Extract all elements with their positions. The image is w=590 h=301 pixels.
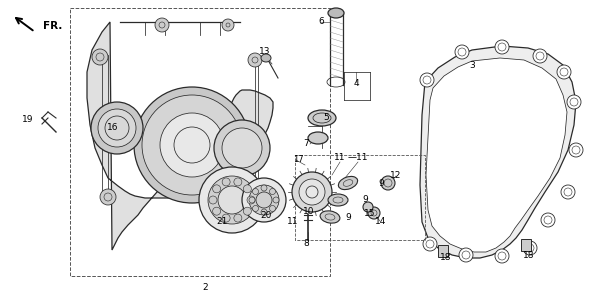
Ellipse shape xyxy=(209,196,217,204)
Text: 19: 19 xyxy=(22,116,34,125)
Bar xyxy=(438,245,448,257)
Text: 11: 11 xyxy=(335,154,346,163)
Ellipse shape xyxy=(420,73,434,87)
Ellipse shape xyxy=(199,167,265,233)
Ellipse shape xyxy=(339,176,358,190)
Text: 8: 8 xyxy=(303,238,309,247)
Ellipse shape xyxy=(273,197,279,203)
Ellipse shape xyxy=(214,120,270,176)
Bar xyxy=(521,239,531,251)
Ellipse shape xyxy=(134,87,250,203)
Ellipse shape xyxy=(249,185,279,215)
Text: 16: 16 xyxy=(107,123,119,132)
Ellipse shape xyxy=(160,113,224,177)
Text: 15: 15 xyxy=(364,209,376,218)
Text: 18: 18 xyxy=(523,250,535,259)
Text: 4: 4 xyxy=(353,79,359,88)
Ellipse shape xyxy=(253,188,258,194)
Ellipse shape xyxy=(249,197,255,203)
Ellipse shape xyxy=(381,176,395,190)
Text: 10: 10 xyxy=(303,207,314,216)
Ellipse shape xyxy=(541,213,555,227)
Ellipse shape xyxy=(261,209,267,215)
Ellipse shape xyxy=(308,132,328,144)
Ellipse shape xyxy=(243,207,251,215)
Ellipse shape xyxy=(459,248,473,262)
Ellipse shape xyxy=(328,194,348,206)
Ellipse shape xyxy=(222,214,230,222)
Text: 9: 9 xyxy=(362,196,368,204)
Ellipse shape xyxy=(557,65,571,79)
Text: 9: 9 xyxy=(345,213,351,222)
Text: 20: 20 xyxy=(260,210,271,219)
Ellipse shape xyxy=(142,95,242,195)
Text: 5: 5 xyxy=(323,113,329,123)
Ellipse shape xyxy=(98,109,136,147)
Text: 18: 18 xyxy=(440,253,452,262)
Ellipse shape xyxy=(328,8,344,18)
Ellipse shape xyxy=(212,185,221,193)
Ellipse shape xyxy=(261,54,271,62)
Ellipse shape xyxy=(234,178,242,186)
Ellipse shape xyxy=(270,188,276,194)
Ellipse shape xyxy=(243,185,251,193)
Text: 13: 13 xyxy=(259,48,271,57)
Ellipse shape xyxy=(308,110,336,126)
Ellipse shape xyxy=(92,49,108,65)
Ellipse shape xyxy=(320,211,340,223)
Ellipse shape xyxy=(242,178,286,222)
Text: 9: 9 xyxy=(378,178,384,188)
Text: 6: 6 xyxy=(318,17,324,26)
Text: —11: —11 xyxy=(348,154,368,163)
Ellipse shape xyxy=(363,202,373,212)
Text: FR.: FR. xyxy=(43,21,63,31)
Ellipse shape xyxy=(368,207,380,219)
Ellipse shape xyxy=(533,49,547,63)
Text: 17: 17 xyxy=(293,156,303,165)
Ellipse shape xyxy=(248,188,262,202)
Ellipse shape xyxy=(212,207,221,215)
Polygon shape xyxy=(420,46,576,258)
Ellipse shape xyxy=(495,40,509,54)
Ellipse shape xyxy=(423,237,437,251)
Ellipse shape xyxy=(495,249,509,263)
Text: 21: 21 xyxy=(217,218,228,226)
Ellipse shape xyxy=(100,189,116,205)
Ellipse shape xyxy=(222,128,262,168)
Ellipse shape xyxy=(253,206,258,212)
Ellipse shape xyxy=(292,172,332,212)
Ellipse shape xyxy=(218,186,246,214)
Ellipse shape xyxy=(306,186,318,198)
Ellipse shape xyxy=(91,102,143,154)
Ellipse shape xyxy=(567,95,581,109)
Polygon shape xyxy=(87,22,273,250)
Ellipse shape xyxy=(222,178,230,186)
Bar xyxy=(70,8,330,276)
Text: 12: 12 xyxy=(391,172,402,181)
Polygon shape xyxy=(426,58,567,252)
Text: 11: 11 xyxy=(287,218,299,226)
Text: 2: 2 xyxy=(202,283,208,291)
Ellipse shape xyxy=(561,185,575,199)
Ellipse shape xyxy=(222,19,234,31)
Ellipse shape xyxy=(523,241,537,255)
Bar xyxy=(295,155,425,240)
Ellipse shape xyxy=(261,185,267,191)
Text: 14: 14 xyxy=(375,216,386,225)
Ellipse shape xyxy=(455,45,469,59)
Ellipse shape xyxy=(208,176,256,224)
Text: 3: 3 xyxy=(469,61,475,70)
Ellipse shape xyxy=(247,196,255,204)
Ellipse shape xyxy=(174,127,210,163)
Ellipse shape xyxy=(299,179,325,205)
Text: 7: 7 xyxy=(303,139,309,148)
Ellipse shape xyxy=(155,18,169,32)
Ellipse shape xyxy=(234,214,242,222)
Ellipse shape xyxy=(248,53,262,67)
Ellipse shape xyxy=(569,143,583,157)
Ellipse shape xyxy=(270,206,276,212)
